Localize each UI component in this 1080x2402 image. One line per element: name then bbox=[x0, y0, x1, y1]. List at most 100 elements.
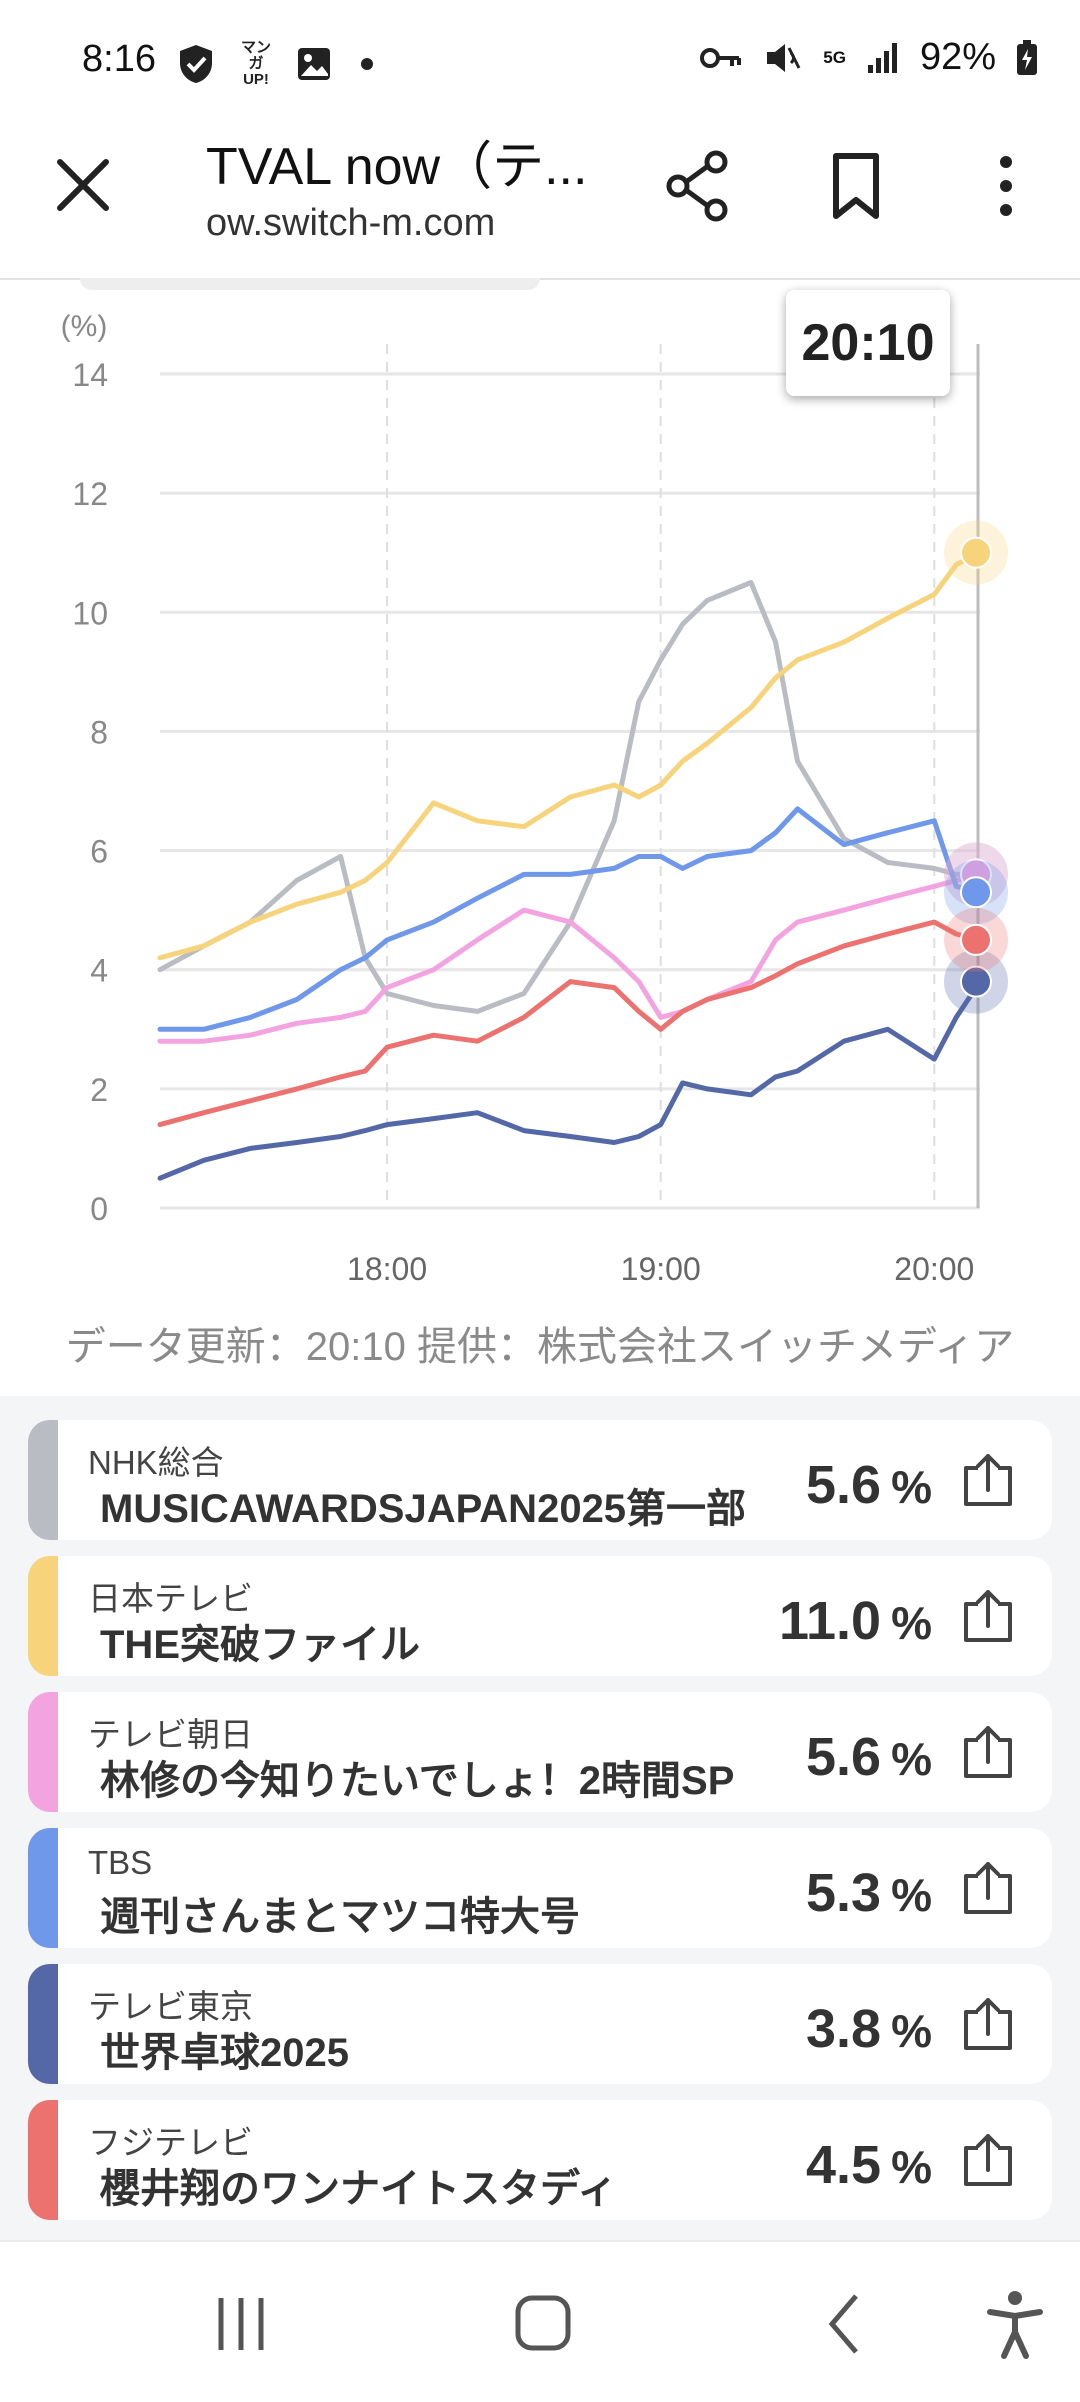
share-channel-button[interactable] bbox=[958, 1722, 1018, 1782]
rating-value: 5.6% bbox=[806, 1455, 932, 1515]
home-button[interactable] bbox=[498, 2284, 588, 2364]
program-title: 世界卓球2025 bbox=[100, 2031, 349, 2075]
recent-apps-button[interactable] bbox=[196, 2284, 286, 2364]
browser-top-bar: TVAL now（テ... ow.switch-m.com bbox=[0, 120, 1080, 280]
channel-name: テレビ朝日 bbox=[88, 1716, 253, 1753]
signal-icon bbox=[866, 41, 900, 75]
program-title: THE突破ファイル bbox=[100, 1623, 420, 1667]
battery-icon bbox=[1016, 39, 1038, 76]
5g-icon: 5G bbox=[823, 47, 846, 67]
share-channel-button[interactable] bbox=[958, 2130, 1018, 2190]
rating-value: 4.5% bbox=[806, 2135, 932, 2195]
channel-card[interactable]: フジテレビ櫻井翔のワンナイトスタディ 4.5% bbox=[28, 2100, 1052, 2220]
back-button[interactable] bbox=[800, 2284, 890, 2364]
tab-strip-remnant bbox=[80, 278, 540, 290]
y-axis-unit: (%) bbox=[61, 310, 108, 343]
share-upload-icon bbox=[964, 1726, 1012, 1778]
channel-card[interactable]: テレビ朝日林修の今知りたいでしょ！2時間SP 5.6% bbox=[28, 1692, 1052, 1812]
rating-value: 11.0% bbox=[778, 1591, 932, 1651]
accessibility-button[interactable] bbox=[970, 2284, 1060, 2364]
channel-color-bar bbox=[28, 2100, 58, 2220]
series-marker bbox=[960, 876, 992, 909]
channel-color-bar bbox=[28, 1964, 58, 2084]
rating-value: 5.6% bbox=[806, 1727, 932, 1787]
close-icon bbox=[57, 159, 109, 211]
series-line bbox=[157, 550, 983, 961]
channel-name: NHK総合 bbox=[88, 1444, 224, 1481]
status-bar: 8:16 マンガ UP! 5G 92% bbox=[0, 0, 1080, 120]
channel-name: フジテレビ bbox=[88, 2124, 253, 2161]
mute-icon bbox=[763, 40, 803, 76]
close-button[interactable] bbox=[48, 150, 118, 220]
share-upload-icon bbox=[964, 2134, 1012, 2186]
manga-app-icon: マンガ UP! bbox=[240, 39, 271, 88]
share-button[interactable] bbox=[660, 148, 736, 224]
rating-chart[interactable]: (%) 0 2 4 6 8 10 12 14 18:00 19:00 20:00 20:10 bbox=[0, 290, 1080, 1400]
share-channel-button[interactable] bbox=[958, 1994, 1018, 2054]
channel-card[interactable]: NHK総合 MUSICAWARDSJAPAN2025第一部 5.6% bbox=[28, 1420, 1052, 1540]
time-tooltip: 20:10 bbox=[786, 290, 950, 396]
accessibility-icon bbox=[987, 2291, 1043, 2359]
share-channel-button[interactable] bbox=[958, 1450, 1018, 1510]
x-tick-label: 19:00 bbox=[621, 1251, 701, 1287]
share-upload-icon bbox=[964, 1454, 1012, 1506]
page-url[interactable]: ow.switch-m.com bbox=[206, 202, 496, 244]
series-line bbox=[157, 871, 983, 1044]
bookmark-button[interactable] bbox=[818, 148, 894, 224]
y-tick-label: 12 bbox=[72, 476, 108, 512]
series-marker bbox=[960, 536, 992, 569]
share-channel-button[interactable] bbox=[958, 1858, 1018, 1918]
y-tick-label: 4 bbox=[90, 953, 108, 989]
channel-card[interactable]: テレビ東京世界卓球2025 3.8% bbox=[28, 1964, 1052, 2084]
bookmark-icon bbox=[833, 153, 879, 219]
series-line bbox=[157, 979, 983, 1181]
program-title: 林修の今知りたいでしょ！2時間SP bbox=[100, 1759, 735, 1803]
channel-name: 日本テレビ bbox=[88, 1580, 253, 1617]
status-time: 8:16 bbox=[82, 38, 156, 80]
rating-value: 5.3% bbox=[806, 1863, 932, 1923]
line-chart-svg: (%) 0 2 4 6 8 10 12 14 18:00 19:00 20:00 bbox=[61, 310, 1008, 1287]
series-marker bbox=[960, 923, 992, 956]
series-line bbox=[157, 806, 983, 1032]
home-icon bbox=[515, 2295, 571, 2351]
system-icons: 5G 92% bbox=[699, 36, 1038, 79]
y-tick-label: 2 bbox=[90, 1072, 108, 1108]
channel-list: NHK総合 MUSICAWARDSJAPAN2025第一部 5.6% 日本テレビ THE… bbox=[0, 1396, 1080, 2240]
gallery-icon bbox=[296, 46, 332, 82]
y-tick-label: 0 bbox=[90, 1191, 108, 1227]
x-tick-label: 18:00 bbox=[347, 1251, 427, 1287]
channel-color-bar bbox=[28, 1556, 58, 1676]
program-title: MUSICAWARDSJAPAN2025第一部 bbox=[100, 1487, 747, 1531]
more-options-button[interactable] bbox=[968, 148, 1044, 224]
y-tick-label: 10 bbox=[72, 595, 108, 631]
notification-icons: マンガ UP! bbox=[176, 40, 382, 88]
series-marker bbox=[960, 965, 992, 998]
channel-card[interactable]: 日本テレビ THE突破ファイル 11.0% bbox=[28, 1556, 1052, 1676]
share-upload-icon bbox=[964, 1862, 1012, 1914]
y-tick-label: 6 bbox=[90, 834, 108, 870]
more-vertical-icon bbox=[1000, 156, 1012, 216]
channel-color-bar bbox=[28, 1828, 58, 1948]
program-title: 櫻井翔のワンナイトスタディ bbox=[100, 2167, 618, 2211]
data-credit: データ更新：20:10 提供：株式会社スイッチメディア bbox=[65, 1325, 1015, 1369]
series-line bbox=[157, 919, 983, 1128]
share-upload-icon bbox=[964, 1998, 1012, 2050]
share-channel-button[interactable] bbox=[958, 1586, 1018, 1646]
channel-card[interactable]: TBS 週刊さんまとマツコ特大号 5.3% bbox=[28, 1828, 1052, 1948]
shield-check-icon bbox=[176, 43, 216, 85]
program-title: 週刊さんまとマツコ特大号 bbox=[100, 1895, 580, 1939]
share-upload-icon bbox=[964, 1590, 1012, 1642]
dot-icon bbox=[352, 54, 382, 74]
back-icon bbox=[828, 2294, 858, 2354]
battery-percent: 92% bbox=[919, 36, 996, 78]
system-nav-bar bbox=[0, 2240, 1080, 2402]
rating-value: 3.8% bbox=[806, 1999, 932, 2059]
y-tick-label: 8 bbox=[90, 714, 108, 750]
recent-apps-icon bbox=[218, 2298, 264, 2350]
channel-color-bar bbox=[28, 1420, 58, 1540]
x-tick-label: 20:00 bbox=[894, 1251, 974, 1287]
key-icon bbox=[699, 43, 743, 73]
channel-name: テレビ東京 bbox=[88, 1988, 253, 2025]
channel-name: TBS bbox=[88, 1844, 153, 1881]
page-title: TVAL now（テ... bbox=[206, 138, 588, 196]
